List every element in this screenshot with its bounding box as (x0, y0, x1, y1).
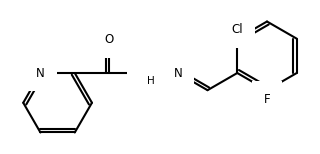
Text: N: N (173, 67, 182, 79)
Text: F: F (264, 93, 270, 106)
Text: O: O (105, 33, 114, 46)
Text: H: H (148, 76, 155, 86)
Text: N: N (36, 67, 45, 79)
Text: N: N (139, 67, 148, 79)
Text: Cl: Cl (231, 23, 243, 36)
